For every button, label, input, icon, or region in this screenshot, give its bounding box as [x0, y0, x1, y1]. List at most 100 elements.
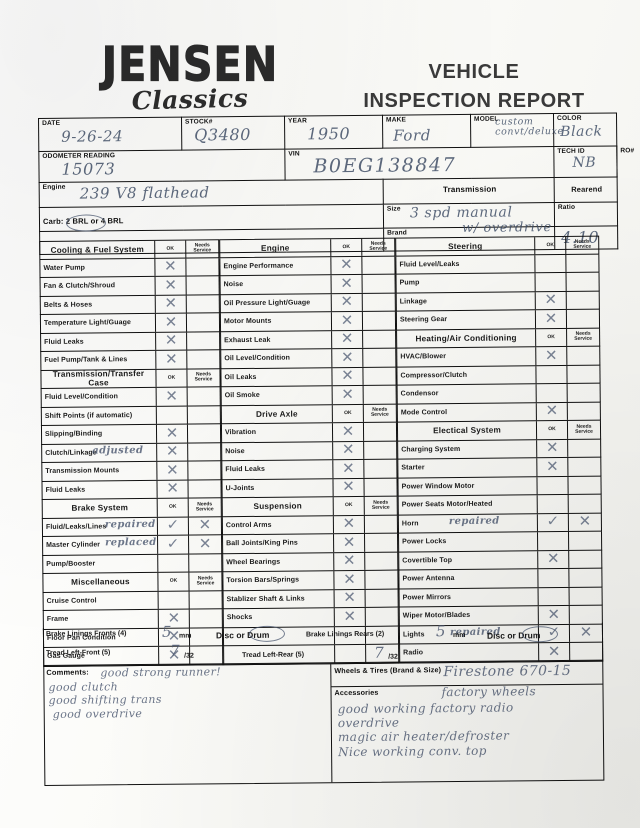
needs-service-checkbox[interactable] [361, 293, 395, 311]
needs-service-checkbox[interactable] [567, 531, 602, 550]
needs-service-checkbox[interactable] [361, 256, 395, 274]
ok-checkbox[interactable]: ✕ [333, 607, 365, 626]
ok-checkbox[interactable]: ✕ [333, 570, 365, 589]
ok-checkbox[interactable] [157, 591, 189, 609]
ok-checkbox[interactable]: ✕ [330, 255, 362, 275]
needs-service-checkbox[interactable] [565, 309, 600, 328]
field-ratio[interactable]: Ratio [554, 201, 618, 227]
needs-service-checkbox[interactable] [567, 439, 601, 457]
needs-service-checkbox[interactable] [185, 294, 219, 313]
ok-checkbox[interactable]: ✕ [331, 329, 363, 349]
ok-checkbox[interactable] [536, 476, 568, 495]
needs-service-checkbox[interactable] [565, 254, 599, 272]
ok-checkbox[interactable] [534, 272, 566, 291]
ok-checkbox[interactable]: ✕ [155, 350, 187, 369]
ok-checkbox[interactable]: ✕ [155, 331, 187, 350]
needs-service-checkbox[interactable] [186, 331, 220, 350]
needs-service-checkbox[interactable]: ✕ [567, 512, 601, 531]
field-engine[interactable]: Engine 239 V8 flathead [39, 179, 384, 208]
field-year[interactable]: YEAR 1950 [284, 115, 383, 150]
ok-checkbox[interactable]: ✕ [536, 438, 568, 458]
ok-checkbox[interactable]: ✕ [333, 551, 365, 571]
ok-checkbox[interactable] [537, 587, 569, 606]
ok-checkbox[interactable]: ✕ [331, 385, 363, 404]
needs-service-checkbox[interactable] [568, 568, 602, 587]
needs-service-checkbox[interactable] [568, 605, 602, 624]
ok-checkbox[interactable]: ✕ [332, 477, 364, 497]
needs-service-checkbox[interactable] [186, 424, 221, 443]
needs-service-checkbox[interactable] [363, 459, 397, 478]
needs-service-checkbox[interactable] [186, 350, 220, 369]
ok-checkbox[interactable]: ✕ [534, 290, 566, 310]
needs-service-checkbox[interactable] [362, 330, 396, 348]
needs-service-checkbox[interactable] [185, 313, 220, 332]
field-vin[interactable]: VIN B0EG138847 [284, 146, 555, 181]
ok-checkbox[interactable]: ✕ [537, 549, 569, 569]
needs-service-checkbox[interactable] [566, 365, 600, 383]
ok-checkbox[interactable]: ✕ [155, 424, 188, 443]
needs-service-checkbox[interactable] [567, 476, 601, 494]
ok-checkbox[interactable]: ✕ [330, 311, 363, 330]
ok-checkbox[interactable]: ✕ [330, 292, 362, 312]
needs-service-checkbox[interactable] [568, 550, 602, 568]
ok-checkbox[interactable]: ✓ [536, 513, 568, 532]
field-techid[interactable]: TECH ID NB [553, 145, 618, 178]
needs-service-checkbox[interactable] [364, 570, 398, 589]
needs-service-checkbox[interactable] [188, 590, 222, 609]
ok-checkbox[interactable]: ✕ [333, 533, 365, 552]
needs-service-checkbox[interactable] [186, 387, 220, 406]
field-color[interactable]: COLOR Black [553, 112, 617, 147]
needs-service-checkbox[interactable] [361, 311, 396, 330]
field-carb[interactable]: Carb: 2 BRL or 4 BRL [39, 204, 384, 232]
needs-service-checkbox[interactable] [364, 533, 398, 552]
ok-checkbox[interactable]: ✕ [537, 605, 569, 624]
accessories-row[interactable]: Accessories factory wheels good working … [331, 684, 603, 783]
ok-checkbox[interactable]: ✕ [331, 366, 363, 386]
ok-checkbox[interactable] [535, 383, 567, 402]
needs-service-checkbox[interactable] [361, 274, 395, 293]
ok-checkbox[interactable]: ✕ [535, 346, 567, 365]
needs-service-checkbox[interactable] [188, 609, 222, 628]
ok-checkbox[interactable] [157, 554, 189, 572]
needs-service-checkbox[interactable] [363, 441, 397, 459]
ok-checkbox[interactable]: ✕ [156, 479, 188, 498]
needs-service-checkbox[interactable] [364, 552, 398, 570]
needs-service-checkbox[interactable] [567, 494, 601, 513]
needs-service-checkbox[interactable] [363, 515, 397, 533]
needs-service-checkbox[interactable]: ✕ [187, 516, 222, 535]
needs-service-checkbox[interactable] [567, 457, 601, 476]
ok-checkbox[interactable]: ✕ [156, 442, 188, 461]
ok-checkbox[interactable]: ✓ [156, 517, 189, 535]
needs-service-checkbox[interactable] [186, 405, 220, 424]
needs-service-checkbox[interactable] [364, 607, 398, 626]
needs-service-checkbox[interactable] [188, 553, 222, 572]
ok-checkbox[interactable]: ✕ [332, 459, 364, 478]
needs-service-checkbox[interactable] [187, 479, 221, 498]
needs-service-checkbox[interactable] [187, 442, 221, 461]
ok-checkbox[interactable]: ✓ [157, 535, 189, 554]
needs-service-checkbox[interactable] [566, 346, 600, 365]
ok-checkbox[interactable]: ✕ [154, 294, 186, 313]
field-model[interactable]: MODEL custom convt/deluxe [470, 113, 564, 148]
ok-checkbox[interactable]: ✕ [534, 309, 567, 328]
ok-checkbox[interactable]: ✕ [333, 588, 365, 608]
ok-checkbox[interactable]: ✕ [332, 440, 364, 460]
needs-service-checkbox[interactable]: ✕ [188, 534, 222, 554]
needs-service-checkbox[interactable] [565, 272, 599, 291]
ok-checkbox[interactable]: ✕ [155, 387, 187, 406]
ok-checkbox[interactable] [535, 365, 567, 384]
ok-checkbox[interactable]: ✕ [154, 257, 186, 276]
ok-checkbox[interactable] [534, 254, 566, 273]
ok-checkbox[interactable]: ✕ [535, 401, 567, 421]
comments-box[interactable]: Comments: good strong runner! good clutc… [44, 664, 333, 785]
ok-checkbox[interactable]: ✕ [536, 457, 568, 476]
wheels-tires-row[interactable]: Wheels & Tires (Brand & Size) Firestone … [331, 661, 603, 688]
needs-service-checkbox[interactable] [364, 589, 398, 607]
needs-service-checkbox[interactable] [566, 383, 600, 402]
needs-service-checkbox[interactable] [185, 276, 219, 295]
ok-checkbox[interactable]: ✕ [154, 313, 187, 332]
ok-checkbox[interactable]: ✕ [331, 422, 364, 441]
needs-service-checkbox[interactable] [566, 402, 600, 420]
field-make[interactable]: MAKE Ford [382, 114, 471, 149]
ok-checkbox[interactable]: ✕ [156, 461, 188, 480]
